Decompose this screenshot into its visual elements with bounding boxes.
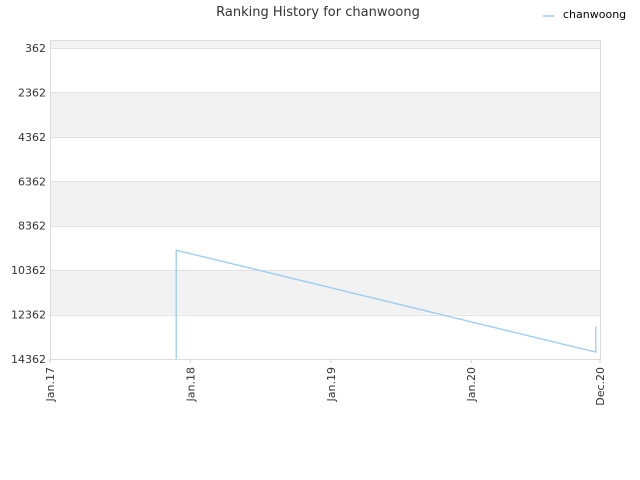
y-tick-label: 2362	[18, 86, 46, 99]
y-tick-label: 8362	[18, 220, 46, 233]
x-tick-label: Jan.20	[465, 367, 478, 402]
y-tick-label: 14362	[11, 353, 46, 366]
grid-lines	[50, 48, 600, 360]
grid-band	[50, 40, 600, 48]
legend[interactable]: chanwoong	[543, 8, 626, 21]
y-tick-label: 362	[25, 42, 46, 55]
y-tick-label: 6362	[18, 175, 46, 188]
series-layer	[175, 249, 597, 359]
grid-band	[50, 92, 600, 137]
y-tick-label: 10362	[11, 264, 46, 277]
grid-band	[50, 181, 600, 226]
series-line-chanwoong[interactable]	[175, 249, 597, 359]
grid-band	[50, 270, 600, 315]
x-axis: Jan.17 Jan.18 Jan.19 Jan.20 Dec.20	[44, 359, 607, 406]
y-tick-label: 12362	[11, 309, 46, 322]
y-tick-label: 4362	[18, 131, 46, 144]
chart-title: Ranking History for chanwoong	[216, 5, 420, 20]
legend-label-chanwoong: chanwoong	[563, 8, 626, 21]
x-tick-label: Jan.19	[325, 367, 338, 402]
plot-border	[50, 40, 601, 360]
y-axis: 362 2362 4362 6362 8362 10362 12362 14362	[11, 42, 46, 366]
grid-bands	[50, 40, 600, 315]
x-tick-label: Dec.20	[594, 367, 607, 406]
x-tick-label: Jan.18	[184, 367, 197, 402]
x-tick-label: Jan.17	[44, 367, 57, 402]
